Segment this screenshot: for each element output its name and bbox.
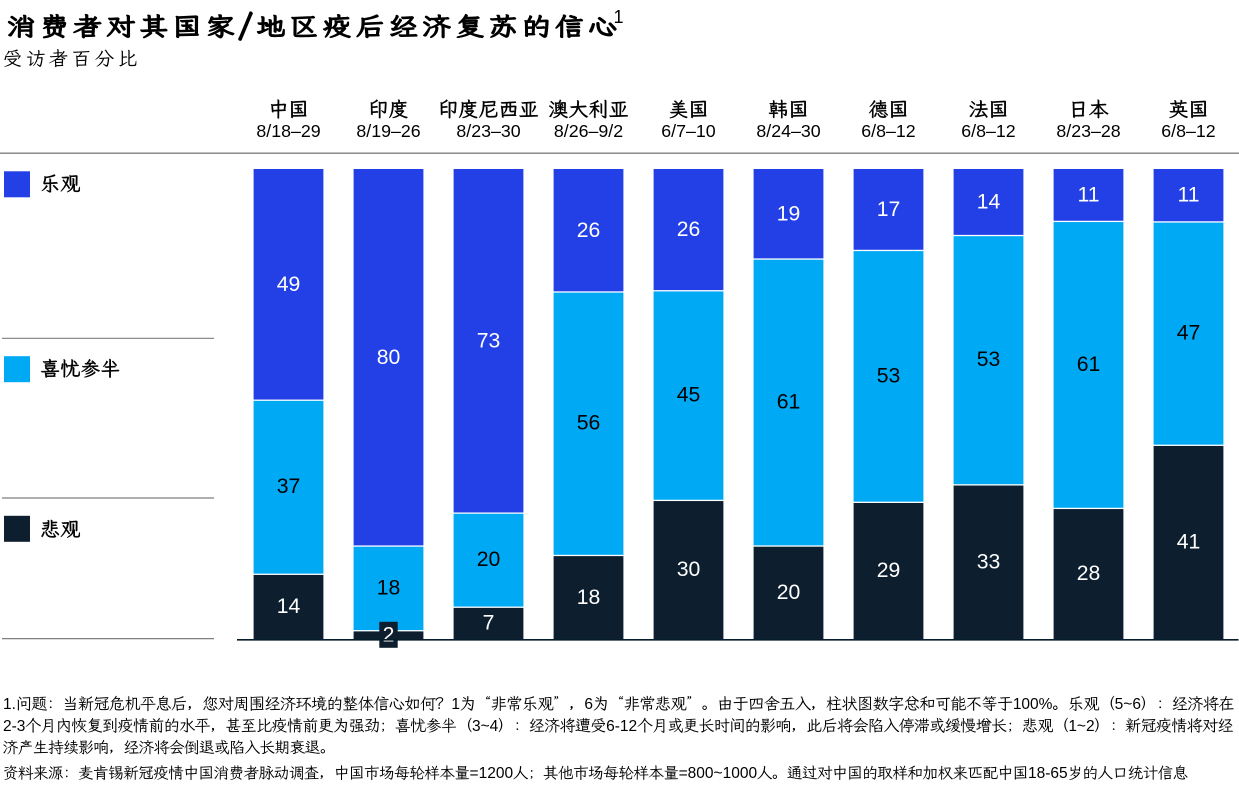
svg-text:53: 53 [977, 348, 1001, 371]
svg-text:8/23–28: 8/23–28 [1056, 121, 1120, 141]
svg-text:11: 11 [1178, 184, 1200, 207]
svg-text:6/8–12: 6/8–12 [861, 121, 915, 141]
svg-text:18: 18 [577, 586, 601, 609]
svg-text:17: 17 [877, 198, 901, 221]
svg-text:28: 28 [1077, 562, 1101, 585]
svg-text:2: 2 [383, 623, 395, 646]
svg-text:8/18–29: 8/18–29 [256, 121, 320, 141]
svg-text:5~6: 5~6 [1115, 696, 1141, 713]
svg-text:6/8–12: 6/8–12 [961, 121, 1015, 141]
svg-text:47: 47 [1177, 322, 1201, 345]
svg-text:26: 26 [577, 219, 601, 242]
svg-text:20: 20 [477, 548, 501, 571]
svg-text:8/26–9/2: 8/26–9/2 [554, 121, 623, 141]
svg-text:61: 61 [1077, 353, 1101, 376]
svg-text:11: 11 [1078, 184, 1100, 207]
svg-text:100%: 100% [1013, 696, 1053, 713]
svg-text:18-65: 18-65 [1028, 765, 1068, 782]
svg-text:1~2: 1~2 [1068, 718, 1094, 735]
svg-text:7: 7 [483, 612, 495, 635]
svg-text:53: 53 [877, 364, 901, 387]
svg-text:73: 73 [477, 329, 501, 352]
svg-text:6-12: 6-12 [606, 718, 637, 735]
svg-text:29: 29 [877, 559, 901, 582]
svg-text:14: 14 [977, 191, 1001, 214]
svg-text:6: 6 [584, 696, 593, 713]
svg-text:2-3: 2-3 [3, 718, 25, 735]
svg-text:41: 41 [1177, 531, 1201, 554]
svg-text:8/23–30: 8/23–30 [456, 121, 520, 141]
svg-text:80: 80 [377, 346, 401, 369]
svg-text:30: 30 [677, 558, 701, 581]
svg-text:8/24–30: 8/24–30 [756, 121, 820, 141]
svg-text:6/7–10: 6/7–10 [661, 121, 715, 141]
svg-text:6/8–12: 6/8–12 [1161, 121, 1215, 141]
svg-text:=1200: =1200 [470, 765, 514, 782]
svg-text:18: 18 [377, 576, 401, 599]
svg-text:1: 1 [614, 7, 624, 27]
svg-text:1: 1 [451, 696, 460, 713]
svg-text:=800~1000: =800~1000 [679, 765, 758, 782]
svg-text:1.: 1. [3, 696, 16, 713]
svg-text:61: 61 [777, 391, 801, 414]
svg-text:56: 56 [577, 412, 601, 435]
svg-text:20: 20 [777, 581, 801, 604]
svg-text:49: 49 [277, 273, 301, 296]
svg-text:33: 33 [977, 551, 1001, 574]
svg-text:14: 14 [277, 595, 301, 618]
svg-text:19: 19 [777, 202, 801, 225]
svg-text:45: 45 [677, 384, 701, 407]
svg-text:3~4: 3~4 [472, 718, 499, 735]
svg-text:37: 37 [277, 475, 301, 498]
svg-text:26: 26 [677, 218, 701, 241]
svg-text:8/19–26: 8/19–26 [356, 121, 420, 141]
